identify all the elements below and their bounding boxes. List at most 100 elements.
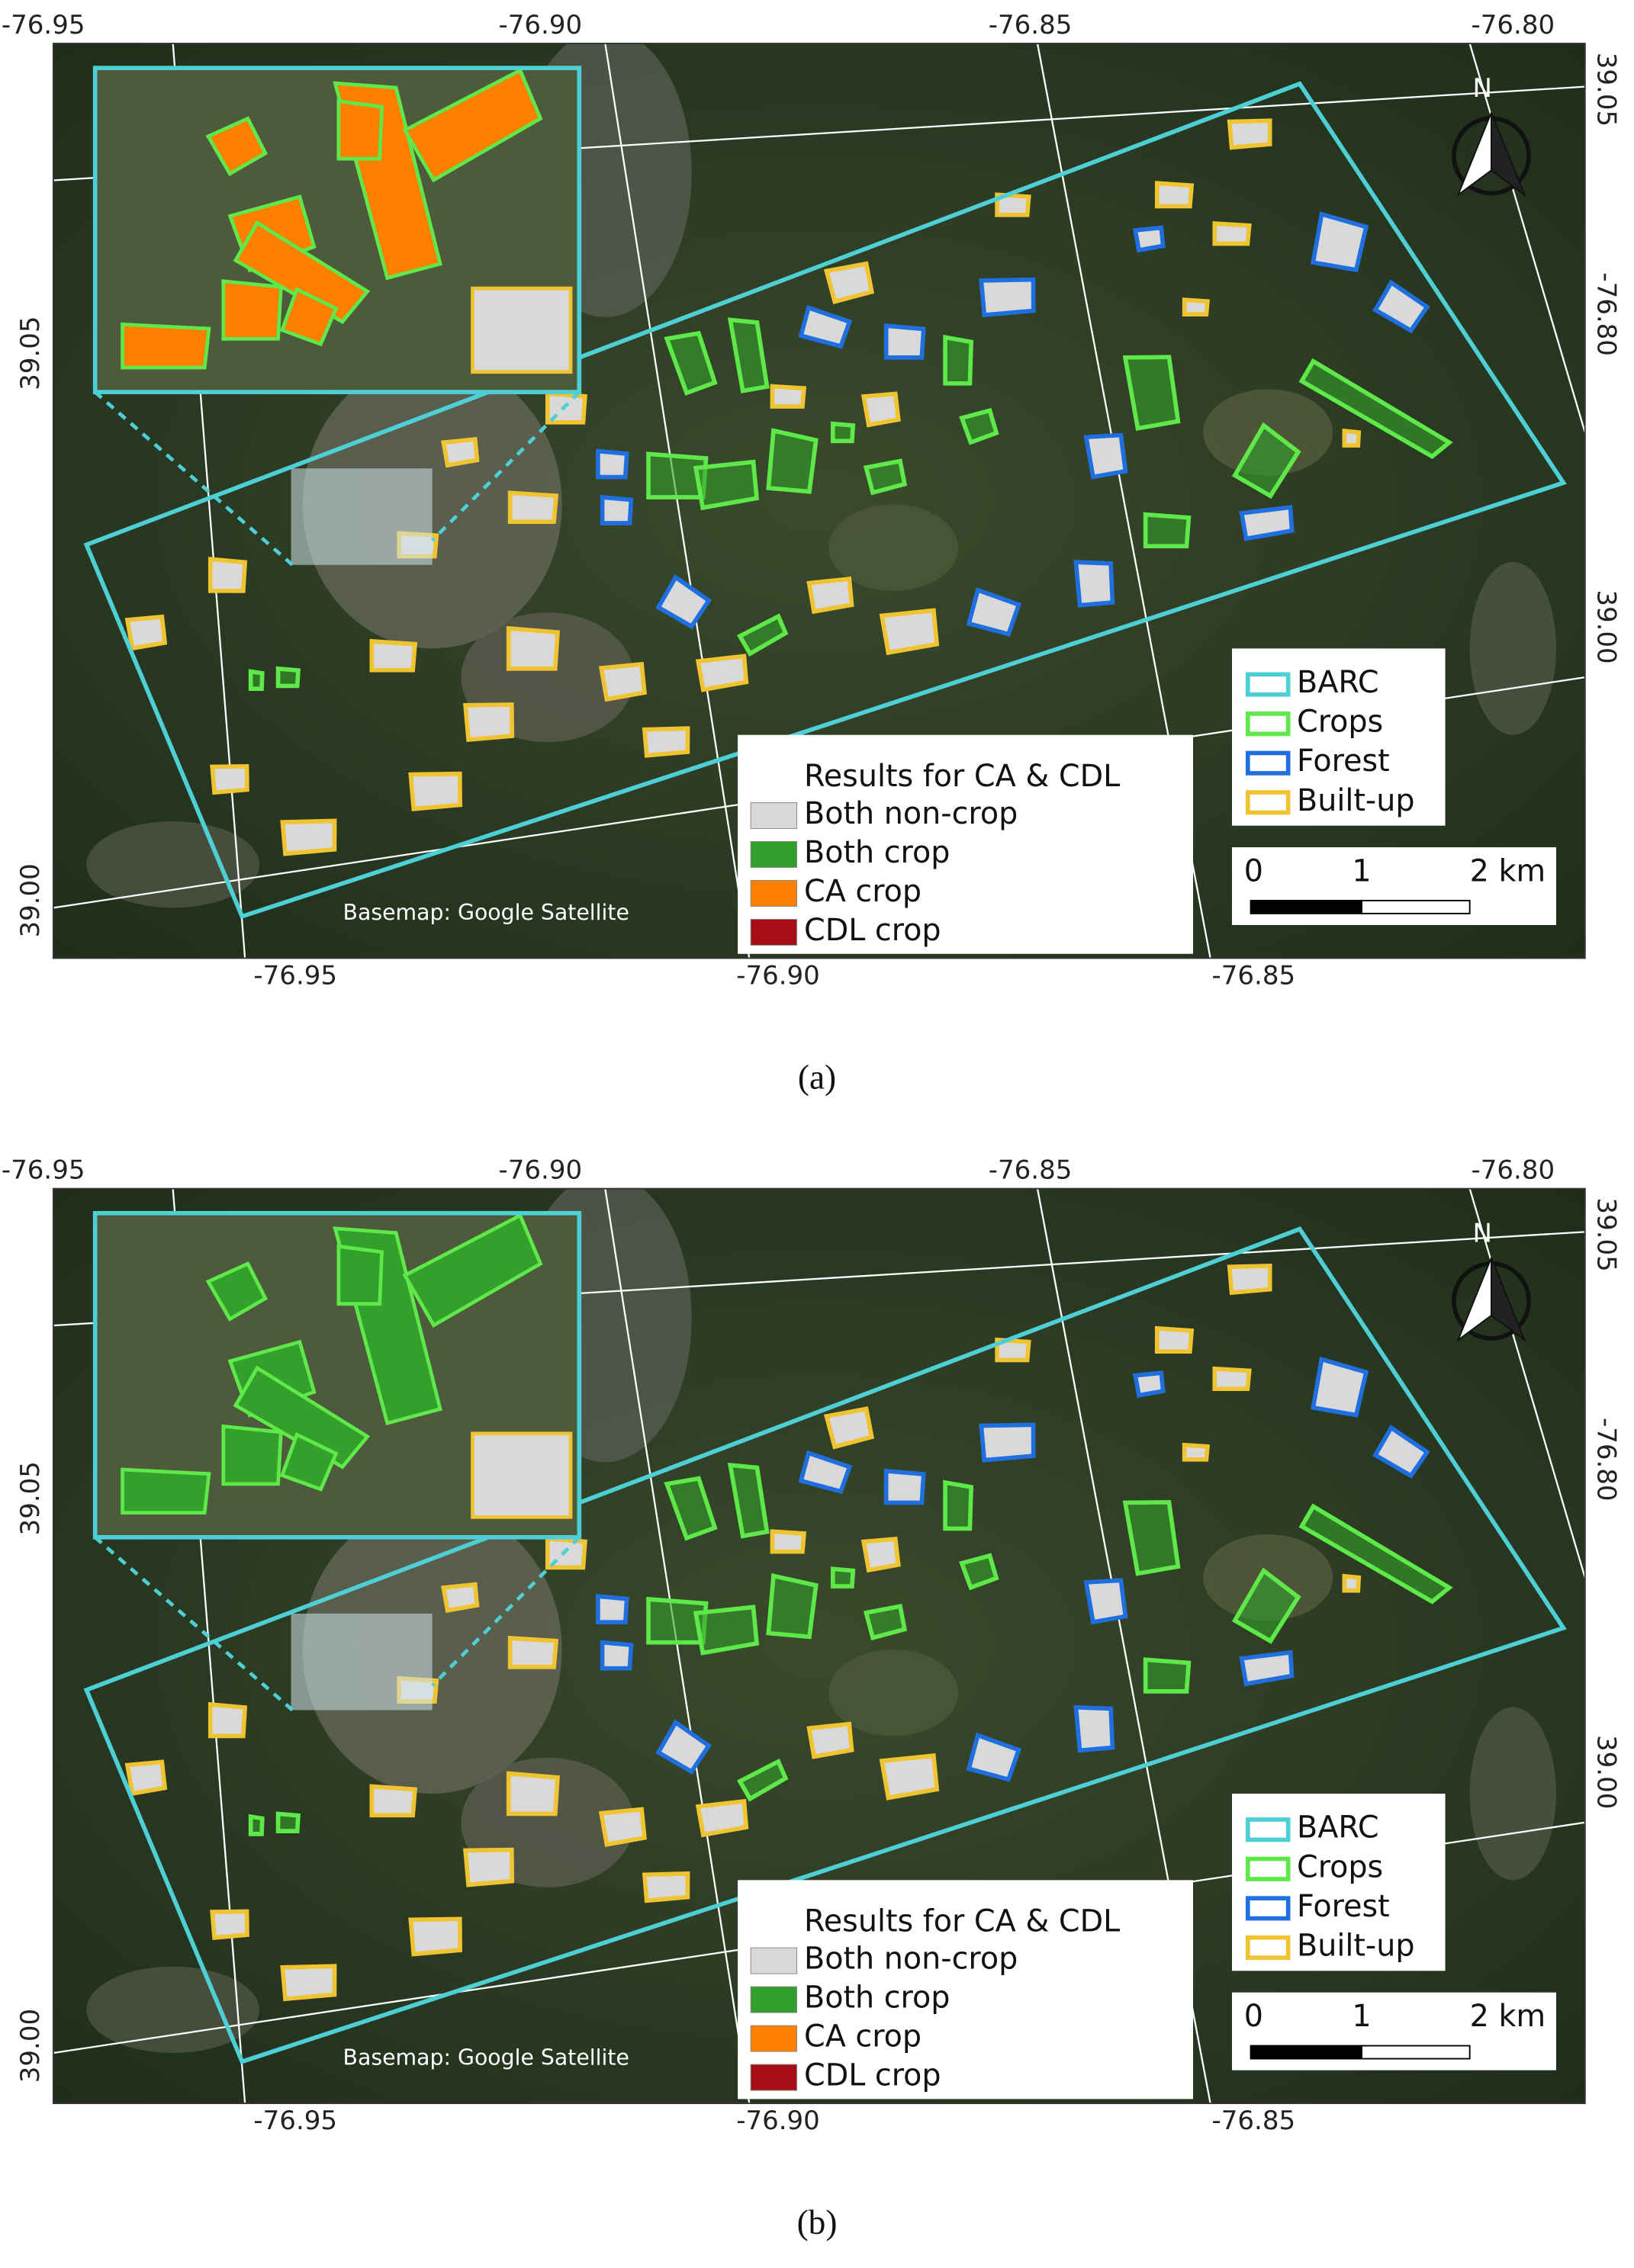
bottom-tick-label: -76.90: [736, 2106, 820, 2136]
graticule-line: [1468, 43, 1585, 433]
built-up-site: [598, 661, 647, 702]
built-up-site: [1182, 297, 1210, 316]
crop-site: [1122, 355, 1181, 431]
inset-field: [205, 1261, 269, 1322]
built-up-site: [1154, 181, 1195, 209]
built-up-site: [1182, 1442, 1210, 1462]
legend-swatch: [750, 918, 798, 946]
scale-label: 1: [1352, 854, 1371, 889]
forest-site: [883, 1468, 926, 1505]
map-frame: [52, 43, 1586, 959]
legend-label: Both crop: [804, 1980, 950, 2016]
built-up-site: [408, 771, 462, 811]
built-up-site: [695, 654, 749, 692]
built-up-site: [1212, 1366, 1252, 1392]
legend-label: Built-up: [1297, 1928, 1415, 1963]
top-tick-label: -76.85: [989, 10, 1073, 40]
crop-site: [727, 317, 770, 394]
built-up-site: [507, 1635, 559, 1669]
graticule-line: [604, 1188, 751, 2104]
crop-site: [248, 1813, 265, 1836]
built-up-site: [823, 1406, 875, 1450]
left-tick-label: 39.00: [15, 2009, 46, 2083]
north-arrow-right: [1491, 112, 1526, 198]
class-legend-box: [1232, 648, 1446, 826]
crop-site: [693, 459, 760, 511]
legend-swatch: [1245, 1856, 1291, 1881]
graticule-line: [1468, 1188, 1585, 1578]
legend-swatch: [750, 879, 798, 907]
top-tick-label: -76.90: [499, 10, 583, 40]
inset-built-up: [471, 1431, 573, 1519]
forest-site: [966, 587, 1022, 638]
results-legend-box: [738, 734, 1193, 954]
built-up-site: [770, 384, 807, 409]
built-up-site: [1342, 1573, 1362, 1593]
crop-site: [737, 613, 789, 657]
bottom-tick-label: -76.95: [253, 2106, 337, 2136]
scale-label: 0: [1244, 854, 1263, 889]
right-tick-label: -76.80: [1591, 272, 1622, 356]
crop-site: [664, 330, 718, 396]
inset-field: [336, 98, 384, 161]
built-up-site: [642, 726, 690, 758]
barc-boundary: [83, 1226, 1567, 2064]
crop-site: [1298, 1503, 1453, 1605]
crop-site: [959, 1553, 999, 1591]
built-up-site: [408, 1916, 462, 1957]
built-up-site: [280, 1964, 337, 2002]
forest-site: [1083, 1578, 1128, 1625]
inset-source: [291, 468, 433, 565]
north-label: N: [1472, 73, 1491, 104]
forest-site: [1073, 560, 1115, 608]
forest-site: [596, 448, 629, 480]
top-tick-label: -76.80: [1472, 10, 1555, 40]
right-tick-label: 39.05: [1591, 53, 1622, 127]
crop-site: [1298, 358, 1453, 459]
built-up-site: [506, 1771, 561, 1817]
crop-site: [830, 1566, 856, 1589]
legend-label: BARC: [1297, 1810, 1379, 1846]
right-tick-label: -76.80: [1591, 1418, 1622, 1502]
north-arrow-right: [1491, 1257, 1526, 1342]
forest-site: [1311, 211, 1369, 273]
crop-site: [248, 669, 265, 692]
crop-site: [766, 1573, 819, 1640]
forest-site: [1073, 1704, 1115, 1753]
built-up-site: [1342, 428, 1362, 448]
forest-site: [798, 1450, 853, 1495]
scale-label: 2 km: [1470, 854, 1546, 889]
forest-site: [1239, 505, 1295, 541]
inset-field: [221, 279, 283, 341]
inset-leader: [430, 1536, 581, 1687]
built-up-site: [995, 1337, 1031, 1363]
map-panel: Basemap: Google Satellite N Results for CA…: [2, 1155, 1622, 2242]
crop-site: [943, 1479, 974, 1531]
built-up-site: [879, 608, 940, 656]
right-tick-label: 39.00: [1591, 589, 1622, 663]
inset-field: [221, 1424, 283, 1486]
legend-label: Forest: [1297, 1889, 1390, 1924]
crop-site: [664, 1476, 718, 1541]
scale-label: 2 km: [1470, 1999, 1546, 2034]
bottom-tick-label: -76.85: [1212, 2106, 1296, 2136]
legend-swatch: [750, 1947, 798, 1974]
map-body: Basemap: Google Satellite N: [53, 43, 1585, 959]
results-legend-title: Results for CA & CDL: [804, 1904, 1120, 1939]
built-up-site: [507, 490, 559, 524]
forest-site: [655, 1719, 712, 1775]
results-legend-box: [738, 1880, 1193, 2099]
legend-label: CDL crop: [804, 2058, 941, 2093]
forest-site: [979, 277, 1036, 318]
built-up-site: [207, 557, 248, 593]
panel-caption: (b): [797, 2203, 838, 2241]
legend-swatch: [750, 2025, 798, 2052]
built-up-site: [463, 1847, 515, 1887]
inset-leader: [94, 1536, 294, 1712]
inset-field: [402, 1213, 543, 1328]
inset-field: [336, 1244, 384, 1306]
built-up-site: [1227, 1264, 1272, 1296]
forest-site: [798, 304, 853, 349]
forest-site: [979, 1422, 1036, 1463]
